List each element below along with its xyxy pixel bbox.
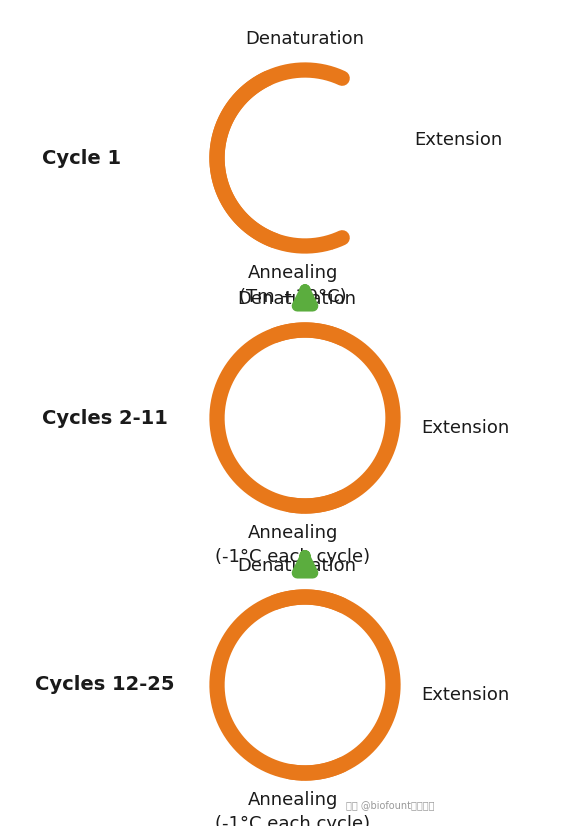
Text: Cycle 1: Cycle 1 xyxy=(42,149,121,168)
Text: Extension: Extension xyxy=(421,419,509,437)
Text: Extension: Extension xyxy=(421,686,509,704)
Text: Annealing
(-1°C each cycle): Annealing (-1°C each cycle) xyxy=(215,524,370,566)
Text: Denaturation: Denaturation xyxy=(238,557,356,575)
Text: Cycles 12-25: Cycles 12-25 xyxy=(35,676,174,695)
Text: Denaturation: Denaturation xyxy=(238,290,356,308)
Text: Annealing
(-1°C each cycle): Annealing (-1°C each cycle) xyxy=(215,791,370,826)
Text: Annealing
(Tm +10°C): Annealing (Tm +10°C) xyxy=(239,264,347,306)
Text: Cycles 2-11: Cycles 2-11 xyxy=(42,409,168,428)
Text: Denaturation: Denaturation xyxy=(246,30,365,48)
Text: Extension: Extension xyxy=(414,131,502,149)
Text: 知乎 @biofount科研试剂: 知乎 @biofount科研试剂 xyxy=(346,800,434,810)
